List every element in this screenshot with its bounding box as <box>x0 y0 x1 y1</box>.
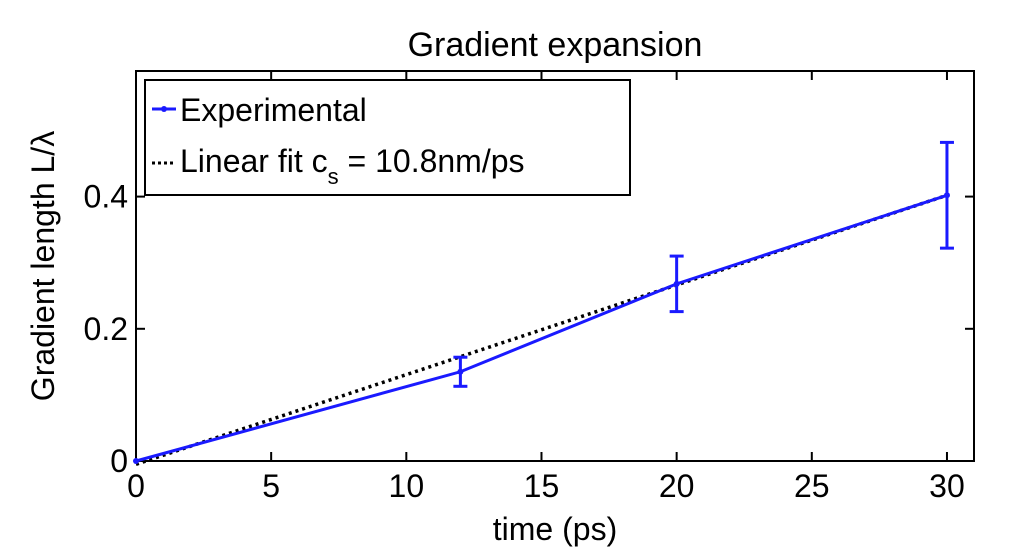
data-point <box>943 192 950 199</box>
legend-label-experimental: Experimental <box>180 92 367 128</box>
x-axis-label: time (ps) <box>493 511 617 547</box>
legend: Experimental Linear fit cs = 10.8nm/ps <box>144 79 631 196</box>
x-tick-label: 10 <box>389 468 425 504</box>
y-axis-label: Gradient length L/λ <box>25 131 61 401</box>
plot-area: 0 5 10 15 20 25 30 0 0.2 0.4 <box>84 70 975 504</box>
axis-ticks: 0 5 10 15 20 25 30 0 0.2 0.4 <box>84 71 974 504</box>
legend-box <box>144 79 631 196</box>
x-tick-label: 25 <box>794 468 830 504</box>
legend-marker-experimental <box>161 106 167 112</box>
legend-label-linear-fit-sub: s <box>328 164 339 189</box>
chart-title: Gradient expansion <box>408 26 703 64</box>
x-tick-label: 20 <box>659 468 695 504</box>
x-tick-label: 15 <box>524 468 560 504</box>
series-line-linear-fit <box>135 193 948 466</box>
series-layer <box>133 140 954 466</box>
data-point <box>673 280 680 287</box>
plot-frame <box>135 70 975 462</box>
legend-label-linear-fit-main: Linear fit c <box>180 143 328 179</box>
x-tick-label: 5 <box>262 468 280 504</box>
data-point <box>457 368 464 375</box>
series-line-experimental <box>135 193 948 463</box>
x-tick-label: 0 <box>127 468 145 504</box>
y-tick-label: 0 <box>110 443 128 479</box>
y-tick-label: 0.2 <box>84 311 128 347</box>
legend-label-linear-fit: Linear fit cs = 10.8nm/ps <box>180 143 525 189</box>
y-tick-label: 0.4 <box>84 179 128 215</box>
legend-label-linear-fit-suffix: = 10.8nm/ps <box>339 143 525 179</box>
data-point <box>133 458 139 464</box>
x-tick-label: 30 <box>929 468 965 504</box>
